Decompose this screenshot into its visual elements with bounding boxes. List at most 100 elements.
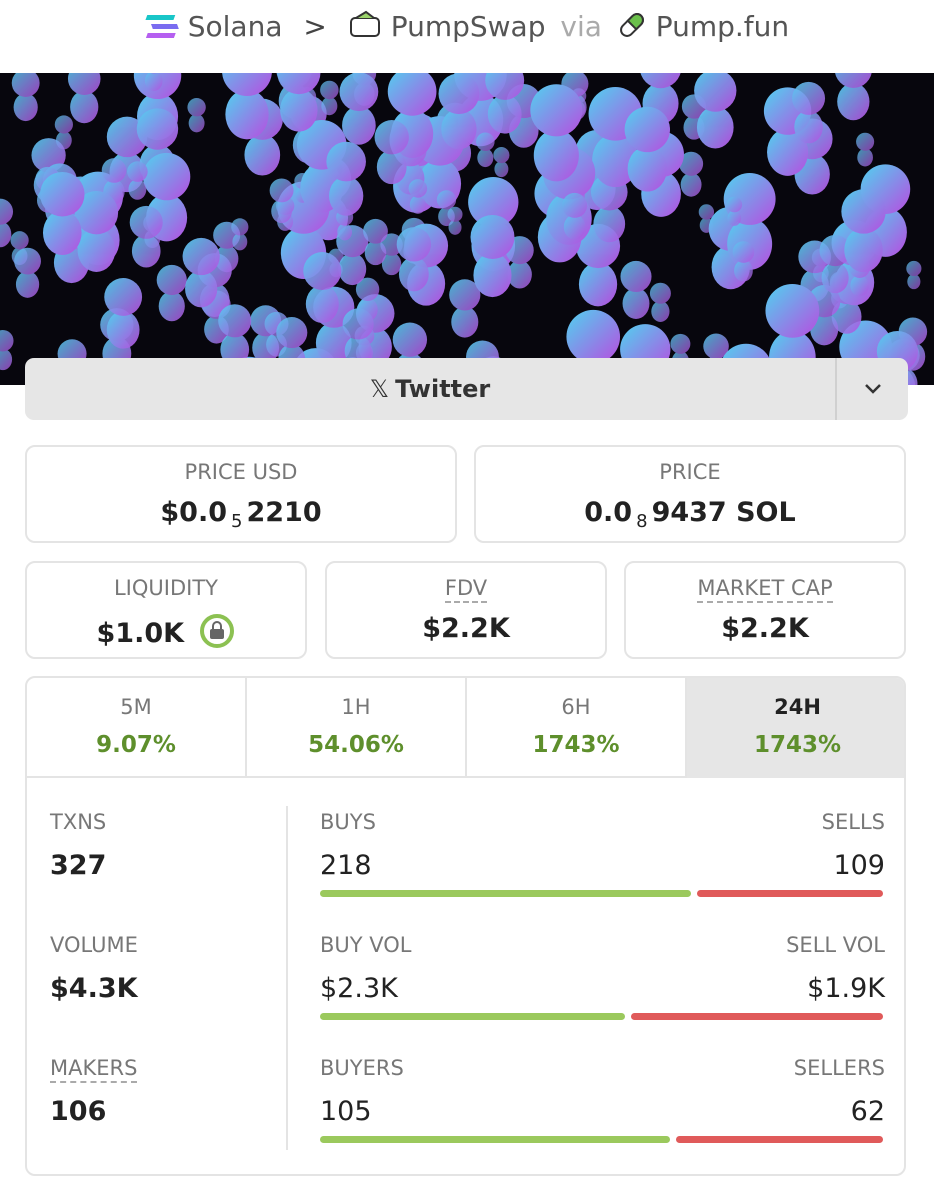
timeframe-tab[interactable]: 6H 1743%: [467, 678, 687, 778]
timeframe-label: 5M: [120, 695, 152, 719]
market-cap-label: MARKET CAP: [697, 576, 833, 603]
left-label: BUYERS: [320, 1056, 404, 1080]
figure: [562, 192, 588, 240]
left-value: 218: [320, 850, 372, 881]
banner-image: [0, 73, 934, 385]
left-value: 105: [320, 1096, 372, 1127]
figure: [698, 204, 715, 233]
figure: [493, 147, 510, 178]
figure: [408, 179, 428, 214]
price-usd-card: PRICE USD $0.0 5 2210: [25, 445, 457, 543]
figure: [0, 198, 14, 248]
price-usd-value: $0.0 5 2210: [27, 497, 455, 532]
figure: [438, 73, 480, 150]
chevron: [865, 384, 881, 394]
figure: [104, 278, 143, 349]
figure: [732, 241, 755, 282]
timeframe-label: 1H: [341, 695, 371, 719]
figure: [144, 73, 163, 92]
figure: [67, 73, 101, 124]
figure: [363, 218, 388, 266]
fdv-label-row: FDV: [327, 576, 605, 603]
figure: [447, 206, 463, 235]
stat-label: TXNS: [50, 810, 106, 834]
figure: [856, 132, 875, 167]
value: $0.0: [160, 497, 227, 528]
liquidity-label: LIQUIDITY: [113, 576, 218, 600]
figure: [101, 158, 127, 205]
figure: [156, 264, 187, 322]
figure: [11, 73, 40, 122]
timeframe-change: 1743%: [532, 732, 620, 758]
timeframe-label: 24H: [774, 695, 821, 719]
figure: [222, 73, 272, 140]
figure: [624, 106, 671, 192]
figure: [54, 115, 73, 150]
buy-bar: [320, 890, 692, 897]
market-cap-label-row: MARKET CAP: [626, 576, 904, 603]
timeframe-change: 54.06%: [308, 732, 404, 758]
figure: [485, 73, 525, 134]
more-button[interactable]: [835, 358, 908, 420]
x-icon: 𝕏: [369, 375, 390, 403]
digits: 2210: [246, 497, 322, 528]
stat-value: 327: [50, 850, 107, 881]
timeframe-change: 1743%: [753, 732, 842, 758]
chain[interactable]: Solana: [187, 10, 283, 43]
market-cap-card: MARKET CAP $2.2K: [624, 561, 906, 659]
stat-label: MAKERS: [50, 1056, 138, 1083]
price-usd-label: PRICE USD: [184, 460, 298, 484]
figure: [231, 218, 249, 251]
liquidity-value-row: $1.0K: [27, 613, 305, 649]
pumpfun-icon: [619, 13, 644, 37]
social-bar: 𝕏 Twitter: [25, 358, 908, 420]
fdv-card: FDV $2.2K: [325, 561, 607, 659]
stat-value: $4.3K: [50, 973, 138, 1004]
buy-bar: [320, 1013, 626, 1020]
right-label: SELLS: [821, 810, 885, 834]
launchpad[interactable]: Pump.fun: [655, 10, 790, 43]
figure: [841, 189, 886, 273]
figure: [218, 304, 252, 367]
liquidity-value: $1.0K: [96, 618, 185, 649]
figure: [269, 178, 294, 224]
price-sol-label: PRICE: [659, 460, 721, 484]
stat-value: 106: [50, 1096, 107, 1127]
solana-icon: [145, 15, 179, 38]
dex[interactable]: PumpSwap: [390, 10, 546, 43]
fdv-label: FDV: [444, 576, 488, 603]
figure: [40, 171, 85, 256]
figure: [74, 190, 119, 272]
lock-icon: [200, 614, 235, 648]
value: 0.0: [584, 497, 633, 528]
fdv-value: $2.2K: [422, 613, 510, 644]
figure: [649, 282, 671, 322]
price-sol-card: PRICE 0.0 8 9437 SOL: [474, 445, 906, 543]
stat-label: VOLUME: [50, 933, 138, 957]
stat-label-text: MAKERS: [50, 1056, 138, 1083]
timeframe-tab[interactable]: 5M 9.07%: [27, 678, 247, 778]
figure: [0, 329, 14, 371]
figure: [277, 73, 321, 132]
stat-label-text: VOLUME: [50, 933, 138, 957]
timeframe-tab[interactable]: 1H 54.06%: [247, 678, 467, 778]
stats: TXNS 327 BUYS SELLS 218 109 VOLUME $4.3K BUY VOL…: [27, 678, 904, 1174]
sell-bar: [697, 890, 883, 897]
timeframe-tab[interactable]: 24H 1743%: [687, 678, 904, 778]
figure: [906, 260, 922, 290]
figure: [374, 120, 409, 185]
twitter-button[interactable]: 𝕏 Twitter: [25, 358, 835, 420]
market-cap-value: $2.2K: [721, 613, 809, 644]
buy-bar: [320, 1136, 671, 1143]
sell-bar: [631, 1013, 883, 1020]
price-sol-value: 0.0 8 9437 SOL: [476, 497, 904, 532]
figure: [187, 98, 206, 133]
figure: [679, 151, 704, 197]
figure: [792, 81, 826, 144]
figure: [129, 205, 163, 268]
digits: 9437 SOL: [651, 497, 796, 528]
separator: >: [303, 10, 327, 43]
right-value: 62: [850, 1096, 885, 1127]
divider: [286, 806, 288, 1150]
